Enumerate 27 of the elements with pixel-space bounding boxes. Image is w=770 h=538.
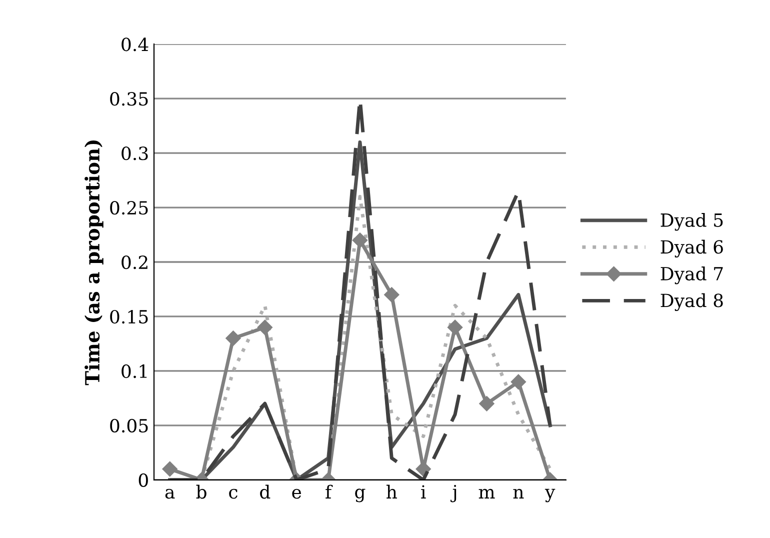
x-tick-label: m xyxy=(478,488,495,498)
x-tick-label: f xyxy=(326,484,333,498)
y-tick-label: 0.25 xyxy=(110,200,148,215)
y-tick-label: 0.35 xyxy=(110,92,148,106)
x-tick-label: g xyxy=(355,488,366,502)
y-axis-title: Time (as a proportion) xyxy=(84,140,104,386)
legend-label: Dyad 7 xyxy=(660,266,723,284)
x-tick-label: y xyxy=(544,488,556,502)
y-tick-label: 0.05 xyxy=(110,418,148,433)
y-tick-label: 0.2 xyxy=(122,255,148,270)
y-tick-label: 0.15 xyxy=(110,310,148,324)
x-tick-label: d xyxy=(260,484,270,499)
x-tick-label: j xyxy=(450,484,456,502)
legend-label: Dyad 5 xyxy=(660,213,723,231)
x-tick-label: n xyxy=(513,488,524,498)
y-tick-label: 0.3 xyxy=(122,146,148,160)
x-tick-label: i xyxy=(421,485,426,498)
x-tick-label: c xyxy=(229,488,238,499)
y-tick-label: 0.1 xyxy=(122,364,147,378)
legend-label: Dyad 6 xyxy=(660,240,723,258)
x-tick-label: e xyxy=(292,488,302,499)
y-tick-label: 0 xyxy=(138,473,148,488)
x-tick-label: h xyxy=(386,484,397,498)
legend-label: Dyad 8 xyxy=(660,293,723,312)
x-tick-label: b xyxy=(196,484,206,499)
x-tick-label: a xyxy=(165,488,175,499)
y-tick-label: 0.4 xyxy=(122,38,148,52)
